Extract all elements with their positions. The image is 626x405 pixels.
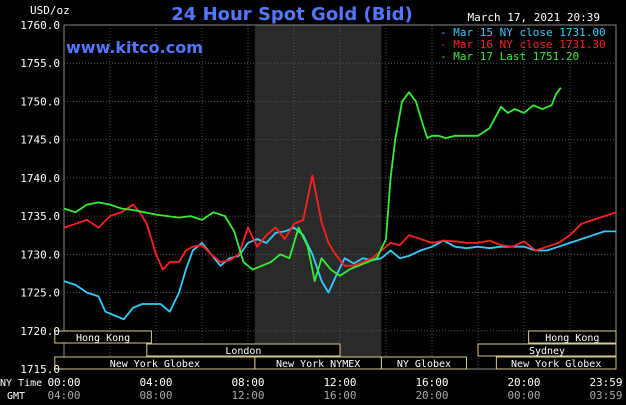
x-tick-label-gmt: 08:00 xyxy=(139,389,172,402)
x-tick-label-ny: 04:00 xyxy=(139,376,172,389)
session-bar-row3 xyxy=(380,356,467,370)
y-tick-label: 1725.0 xyxy=(20,287,60,300)
series-line-2 xyxy=(63,174,617,271)
session-label: Hong Kong xyxy=(545,333,599,344)
timestamp: March 17, 2021 20:39 xyxy=(468,11,600,24)
x-tick-label-gmt: 12:00 xyxy=(231,389,264,402)
y-tick-label: 1745.0 xyxy=(20,134,60,147)
legend: - Mar 15 NY close 1731.00- Mar 16 NY clo… xyxy=(440,26,606,63)
session-label: NY Globex xyxy=(397,359,451,370)
session-label: New York Globex xyxy=(110,359,200,370)
legend-entry-3: - Mar 17 Last 1751.20 xyxy=(440,50,579,63)
session-bar-row3 xyxy=(495,356,617,370)
y-axis-unit-label: USD/oz xyxy=(30,4,70,17)
y-tick-label: 1730.0 xyxy=(20,248,60,261)
session-label: Sydney xyxy=(529,346,565,357)
session-bar-row2 xyxy=(146,343,341,357)
x-tick-label-gmt: 04:00 xyxy=(47,389,80,402)
session-label: Hong Kong xyxy=(76,333,130,344)
series-line-3 xyxy=(63,87,562,283)
y-tick-label: 1735.0 xyxy=(20,210,60,223)
y-tick-label: 1760.0 xyxy=(20,19,60,32)
y-tick-label: 1755.0 xyxy=(20,57,60,70)
session-bar-row1 xyxy=(528,330,617,344)
x-axis-ny-time-label: NY Time xyxy=(0,378,42,389)
shaded-trading-hours xyxy=(254,25,382,369)
x-tick-label-ny: 16:00 xyxy=(415,376,448,389)
x-tick-label-ny: 20:00 xyxy=(507,376,540,389)
x-tick-label-ny: 08:00 xyxy=(231,376,264,389)
x-tick-label-ny: 23:59 xyxy=(589,376,622,389)
legend-entry-1: - Mar 15 NY close 1731.00 xyxy=(440,26,606,39)
x-tick-label-ny: 00:00 xyxy=(47,376,80,389)
x-tick-label-gmt: 00:00 xyxy=(507,389,540,402)
x-tick-label-gmt: 20:00 xyxy=(415,389,448,402)
session-label: London xyxy=(225,346,261,357)
x-tick-label-gmt: 16:00 xyxy=(323,389,356,402)
x-tick-label-gmt: 03:59 xyxy=(589,389,622,402)
session-bar-row2 xyxy=(477,343,617,357)
y-tick-label: 1740.0 xyxy=(20,172,60,185)
y-tick-label: 1715.0 xyxy=(20,363,60,376)
session-bar-row1 xyxy=(54,330,152,344)
x-tick-label-ny: 12:00 xyxy=(323,376,356,389)
chart-title: 24 Hour Spot Gold (Bid) xyxy=(171,4,412,25)
x-axis-gmt-label: GMT xyxy=(7,391,25,402)
session-label: New York NYMEX xyxy=(276,359,360,370)
session-label: New York Globex xyxy=(511,359,601,370)
y-tick-label: 1720.0 xyxy=(20,325,60,338)
legend-entry-2: - Mar 16 NY close 1731.30 xyxy=(440,38,606,51)
y-tick-label: 1750.0 xyxy=(20,95,60,108)
website-watermark: www.kitco.com xyxy=(66,38,203,57)
